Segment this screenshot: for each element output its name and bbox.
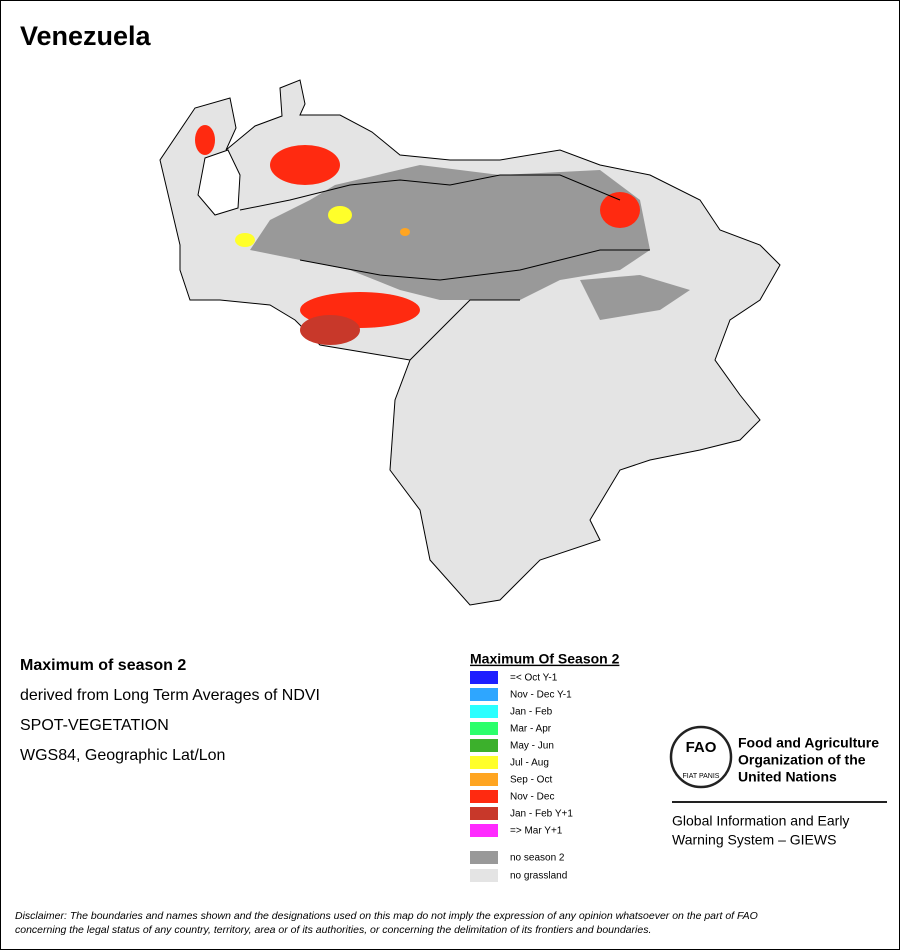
legend-label: Jul - Aug <box>510 758 549 769</box>
fao-logo: FAO FIAT PANIS <box>669 725 733 789</box>
info-line: WGS84, Geographic Lat/Lon <box>20 747 225 764</box>
legend-swatch <box>470 739 498 752</box>
lake-maracaibo <box>197 149 241 216</box>
giews: Global Information and Early Warning Syst… <box>672 813 849 848</box>
legend-title: Maximum Of Season 2 <box>470 651 620 667</box>
legend-label: May - Jun <box>510 741 554 752</box>
map-title: Venezuela <box>20 21 152 51</box>
fao-name-line: United Nations <box>738 769 837 785</box>
legend-label: =< Oct Y-1 <box>510 673 558 684</box>
legend-label: Nov - Dec <box>510 792 554 803</box>
legend-label: Nov - Dec Y-1 <box>510 690 572 701</box>
legend-label: Jan - Feb <box>510 707 553 718</box>
state-borders <box>239 174 621 211</box>
legend-swatch <box>470 671 498 684</box>
state-borders <box>299 249 650 281</box>
legend-swatch <box>470 756 498 769</box>
fao-name-line: Food and Agriculture <box>738 735 879 751</box>
legend-label: Mar - Apr <box>510 724 552 735</box>
legend-swatch <box>470 824 498 837</box>
giews-line: Global Information and Early <box>672 813 849 829</box>
legend-swatch <box>470 851 498 864</box>
state-borders <box>409 299 520 361</box>
legend-label: no season 2 <box>510 853 565 864</box>
info-line: derived from Long Term Averages of NDVI <box>20 687 320 704</box>
legend-label: => Mar Y+1 <box>510 826 563 837</box>
info-line: SPOT-VEGETATION <box>20 717 169 734</box>
legend-swatch <box>470 688 498 701</box>
no-season-area <box>250 165 650 300</box>
legend-swatch <box>470 869 498 882</box>
legend-swatch <box>470 807 498 820</box>
legend-label: Jan - Feb Y+1 <box>510 809 573 820</box>
info-line: Maximum of season 2 <box>20 657 186 674</box>
disclaimer: Disclaimer: The boundaries and names sho… <box>15 910 758 936</box>
no-season-area <box>580 275 690 320</box>
giews-line: Warning System – GIEWS <box>672 832 836 848</box>
logo-motto: FIAT PANIS <box>683 773 720 780</box>
info: Maximum of season 2 derived from Long Ter… <box>20 657 320 764</box>
legend-label: no grassland <box>510 871 567 882</box>
legend-swatch <box>470 705 498 718</box>
legend: =< Oct Y-1 Nov - Dec Y-1 Jan - Feb Mar - Ap… <box>470 671 573 882</box>
fao-name-line: Organization of the <box>738 752 866 768</box>
logo-letters: FAO <box>686 739 717 756</box>
map <box>159 79 781 606</box>
disclaimer-line: Disclaimer: The boundaries and names sho… <box>15 910 758 922</box>
legend-swatch <box>470 722 498 735</box>
disclaimer-line: concerning the legal status of any count… <box>15 924 651 936</box>
legend-swatch <box>470 790 498 803</box>
season-patches <box>195 125 640 345</box>
legend-label: Sep - Oct <box>510 775 552 786</box>
legend-swatch <box>470 773 498 786</box>
